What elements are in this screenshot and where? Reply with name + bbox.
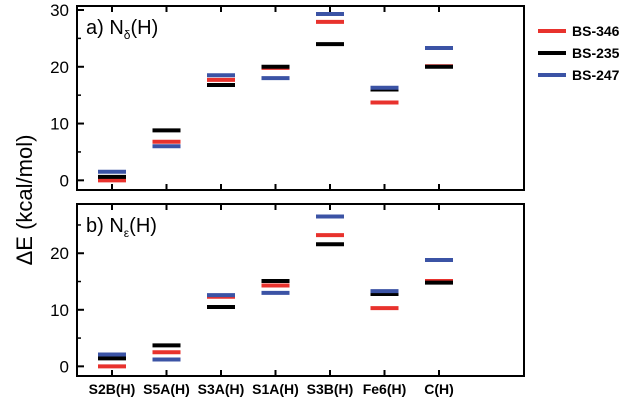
y-axis-title: ΔE (kcal/mol) xyxy=(12,135,37,266)
x-category-label: S5A(H) xyxy=(143,381,190,397)
y-tick-label: 10 xyxy=(50,115,69,134)
x-category-label: S3A(H) xyxy=(198,381,245,397)
y-tick-label: 0 xyxy=(60,357,69,376)
plot-frame xyxy=(76,203,525,377)
panel-label-suffix: (H) xyxy=(130,17,158,39)
y-tick-label: 0 xyxy=(60,171,69,190)
y-tick-label: 30 xyxy=(50,1,69,20)
x-category-label: S2B(H) xyxy=(89,381,136,397)
panel-b: 0 10 20 b) Nε(H) xyxy=(50,203,525,377)
x-category-label: S1A(H) xyxy=(252,381,299,397)
plot-frame xyxy=(76,5,525,191)
panel-label-subscript: δ xyxy=(124,28,131,42)
panel-label: b) Nε(H) xyxy=(86,215,157,240)
y-tick-label: 10 xyxy=(50,301,69,320)
panel-label-subscript: ε xyxy=(124,226,130,240)
panel-a: 0 10 20 30 a) Nδ(H) xyxy=(50,1,525,191)
legend-label: BS-346 xyxy=(572,23,620,39)
panel-label: a) Nδ(H) xyxy=(86,17,158,42)
panel-label-prefix: b) N xyxy=(86,215,124,237)
y-tick-label: 20 xyxy=(50,244,69,263)
legend-label: BS-247 xyxy=(572,67,620,83)
panel-label-prefix: a) N xyxy=(86,17,124,39)
legend: BS-346 BS-235 BS-247 xyxy=(538,23,620,83)
panel-label-suffix: (H) xyxy=(129,215,157,237)
x-category-label: C(H) xyxy=(424,381,454,397)
x-category-label: Fe6(H) xyxy=(363,381,407,397)
y-tick-label: 20 xyxy=(50,58,69,77)
x-category-labels: S2B(H) S5A(H) S3A(H) S1A(H) S3B(H) Fe6(H) C(H) xyxy=(89,381,454,397)
x-category-label: S3B(H) xyxy=(307,381,354,397)
legend-label: BS-235 xyxy=(572,45,620,61)
